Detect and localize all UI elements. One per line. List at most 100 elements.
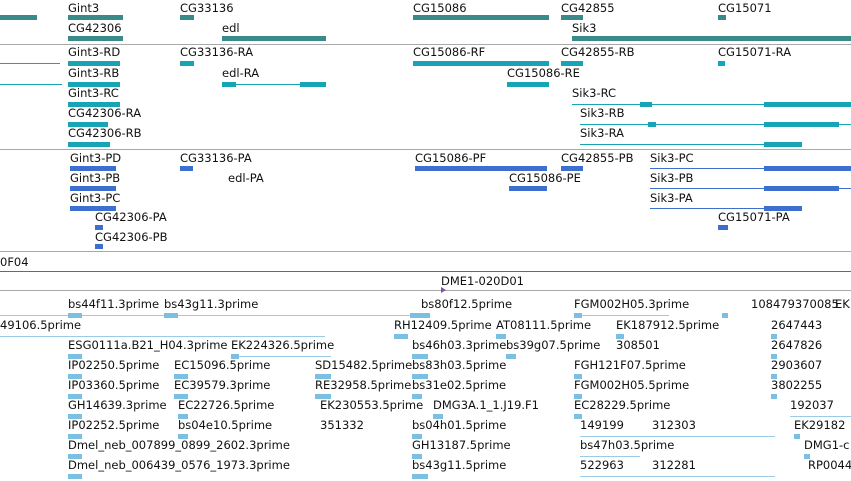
transcript-label[interactable]: Gint3-RB	[68, 66, 120, 80]
est-feature[interactable]	[574, 374, 582, 379]
protein-feature[interactable]	[764, 186, 839, 191]
est-label[interactable]: ESG0111a.B21_H04.3prime	[68, 338, 228, 352]
transcript-label[interactable]: edl-RA	[222, 66, 260, 80]
est-label[interactable]: 192037	[790, 398, 834, 412]
est-feature[interactable]	[68, 454, 82, 459]
est-feature[interactable]	[315, 394, 331, 399]
est-feature[interactable]	[68, 313, 82, 318]
est-label[interactable]: RH12409.5prime	[394, 318, 492, 332]
est-label[interactable]: IP02250.5prime	[68, 358, 160, 372]
est-feature[interactable]	[412, 374, 428, 379]
est-label[interactable]: Dmel_neb_007899_0899_2602.3prime	[68, 438, 290, 452]
est-label[interactable]: 2647443	[771, 318, 823, 332]
gene-feature[interactable]	[68, 36, 123, 41]
protein-feature[interactable]	[764, 166, 851, 171]
est-feature[interactable]	[771, 354, 777, 359]
est-label[interactable]: AT08111.5prime	[496, 318, 592, 332]
est-feature[interactable]	[771, 394, 777, 399]
est-label[interactable]: Dmel_neb_006439_0576_1973.3prime	[68, 458, 290, 472]
protein-label[interactable]: Sik3-PC	[650, 151, 694, 165]
est-label[interactable]: 149199	[580, 418, 624, 432]
est-feature[interactable]	[506, 354, 516, 359]
gene-feature[interactable]	[180, 15, 194, 20]
est-label[interactable]: EK230553.5prime	[320, 398, 424, 412]
est-label[interactable]: 2647826	[771, 338, 823, 352]
protein-feature[interactable]	[95, 244, 103, 249]
protein-label[interactable]: CG42855-PB	[561, 151, 634, 165]
protein-feature[interactable]	[70, 186, 116, 191]
est-label[interactable]: GH14639.3prime	[68, 398, 167, 412]
est-feature[interactable]	[315, 374, 331, 379]
est-feature[interactable]	[412, 354, 428, 359]
est-label[interactable]: FGM002H05.5prime	[574, 378, 690, 392]
est-feature[interactable]	[616, 334, 624, 339]
est-feature[interactable]	[68, 434, 82, 439]
gene-label[interactable]: CG15086	[413, 1, 467, 15]
transcript-feature[interactable]	[68, 122, 108, 127]
est-feature[interactable]	[794, 434, 800, 439]
est-label[interactable]: bs39g07.5prime	[506, 338, 601, 352]
est-label[interactable]: FGM002H05.3prime	[574, 297, 690, 311]
est-feature[interactable]	[412, 434, 422, 439]
est-label[interactable]: bs04h01.5prime	[412, 418, 507, 432]
protein-feature[interactable]	[70, 166, 116, 171]
est-feature[interactable]	[771, 334, 777, 339]
protein-label[interactable]: Gint3-PC	[70, 191, 121, 205]
est-label[interactable]: 3802255	[771, 378, 823, 392]
protein-label[interactable]: CG33136-PA	[180, 151, 252, 165]
transcript-feature[interactable]	[222, 82, 236, 87]
est-feature[interactable]	[574, 414, 582, 419]
transcript-label[interactable]: CG15086-RE	[507, 66, 580, 80]
transcript-label[interactable]: Sik3-RA	[580, 126, 625, 140]
protein-feature[interactable]	[509, 186, 547, 191]
est-label[interactable]: DMG3A.1_1.J19.F1	[433, 398, 539, 412]
est-label[interactable]: EC15096.5prime	[174, 358, 271, 372]
est-label[interactable]: bs43g11.3prime	[164, 297, 259, 311]
transcript-feature[interactable]	[68, 82, 120, 87]
est-label[interactable]: bs83h03.5prime	[412, 358, 507, 372]
est-feature[interactable]	[412, 454, 422, 459]
est-label[interactable]: 49106.5prime	[0, 318, 82, 332]
transcript-feature[interactable]	[764, 122, 839, 127]
est-feature[interactable]	[231, 354, 239, 359]
gene-label[interactable]: Sik3	[572, 21, 597, 35]
gene-feature[interactable]	[0, 15, 37, 20]
est-label[interactable]: bs47h03.5prime	[580, 438, 675, 452]
transcript-feature[interactable]	[68, 102, 120, 107]
est-label[interactable]: EC22726.5prime	[178, 398, 275, 412]
transcript-label[interactable]: CG42306-RB	[68, 126, 142, 140]
est-feature[interactable]	[174, 394, 188, 399]
transcript-label[interactable]: CG33136-RA	[180, 45, 254, 59]
est-feature[interactable]	[722, 313, 728, 318]
est-feature[interactable]	[68, 374, 82, 379]
est-label[interactable]: 312303	[652, 418, 696, 432]
est-label[interactable]: DMG1-c	[804, 438, 850, 452]
transcript-feature[interactable]	[640, 102, 652, 107]
scaffold-label[interactable]: 0F04	[0, 255, 29, 269]
transcript-feature[interactable]	[180, 61, 194, 66]
transcript-feature[interactable]	[68, 142, 110, 147]
est-feature[interactable]	[496, 334, 506, 339]
est-feature[interactable]	[771, 374, 777, 379]
est-label[interactable]: EK187912.5prime	[616, 318, 720, 332]
est-feature[interactable]	[178, 414, 188, 419]
protein-label[interactable]: Gint3-PD	[70, 151, 122, 165]
gene-label[interactable]: CG33136	[180, 1, 234, 15]
est-feature[interactable]	[433, 414, 443, 419]
transcript-feature[interactable]	[718, 61, 725, 66]
transcript-feature[interactable]	[68, 61, 120, 66]
est-feature[interactable]	[412, 394, 422, 399]
est-label[interactable]: EK224326.5prime	[231, 338, 335, 352]
gene-feature[interactable]	[222, 36, 326, 41]
transcript-feature[interactable]	[413, 61, 549, 66]
transcript-label[interactable]: Gint3-RD	[68, 45, 121, 59]
est-label[interactable]: IP03360.5prime	[68, 378, 160, 392]
est-feature[interactable]	[68, 394, 82, 399]
est-feature[interactable]	[68, 474, 82, 479]
est-label[interactable]: 312281	[652, 458, 696, 472]
transcript-label[interactable]: Sik3-RB	[580, 106, 625, 120]
protein-feature[interactable]	[561, 166, 583, 171]
transcript-feature[interactable]	[764, 102, 851, 107]
est-label[interactable]: IP02252.5prime	[68, 418, 160, 432]
est-label[interactable]: EK29182	[794, 418, 846, 432]
